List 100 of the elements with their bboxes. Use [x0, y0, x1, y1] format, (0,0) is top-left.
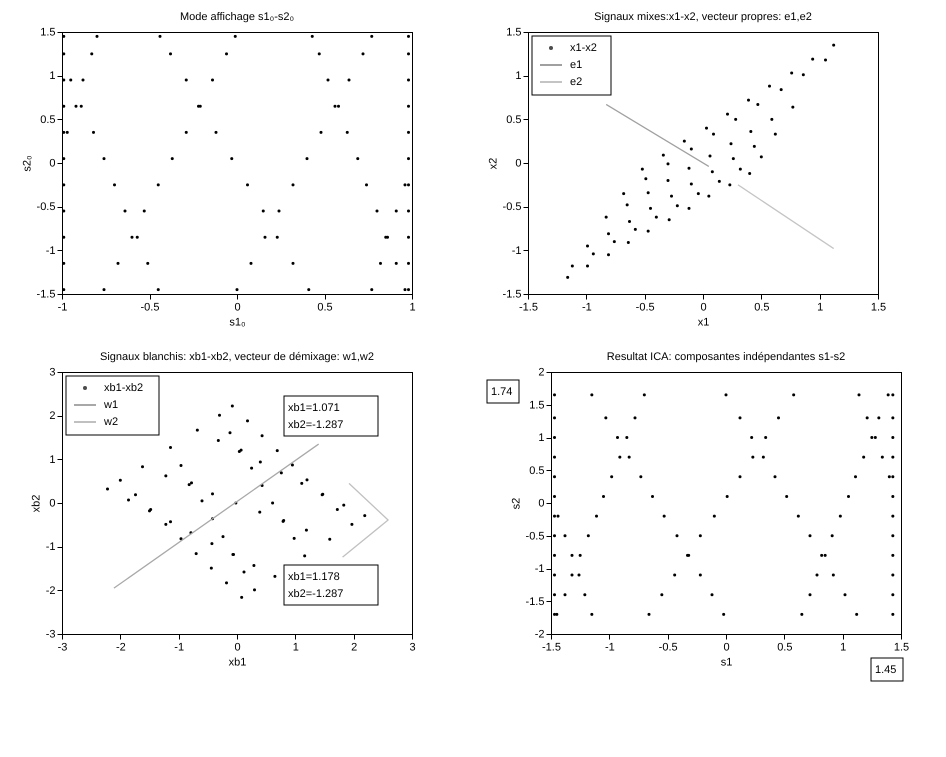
point — [728, 183, 732, 186]
x-tick-label: 1 — [817, 302, 824, 314]
x-tick-label: 0.5 — [754, 302, 770, 314]
y-tick-label: -1.5 — [526, 596, 544, 608]
point — [707, 194, 710, 198]
x-tick-label: -0.5 — [636, 302, 655, 314]
legend-label: w2 — [103, 416, 118, 428]
point — [824, 58, 827, 62]
point — [668, 218, 671, 222]
y-tick-label: 0 — [538, 498, 544, 510]
point — [747, 98, 750, 102]
y-tick-label: -1 — [512, 244, 522, 257]
point — [622, 192, 626, 196]
annotation: xb2=-1.287 — [288, 419, 344, 431]
point — [696, 192, 700, 196]
point — [811, 58, 814, 61]
y-tick-label: 1.5 — [40, 26, 56, 38]
x-tick-label: -0.5 — [140, 302, 160, 314]
point — [690, 148, 693, 151]
point — [708, 154, 712, 158]
point — [690, 182, 693, 186]
point — [760, 155, 763, 158]
point — [790, 72, 794, 75]
x-axis-title: xb1 — [228, 656, 246, 668]
point — [780, 88, 783, 92]
y-tick-label: 1 — [515, 70, 522, 82]
point — [752, 144, 756, 148]
y-tick-label: -1 — [534, 563, 544, 575]
y-tick-label: 1 — [538, 432, 544, 444]
y-tick-label: 1.5 — [506, 26, 522, 38]
point — [666, 178, 670, 182]
point — [832, 44, 836, 47]
x-tick-label: -1 — [604, 642, 615, 654]
point — [646, 191, 650, 194]
point — [734, 118, 738, 121]
point — [682, 140, 686, 143]
y-tick-label: 0 — [49, 498, 56, 510]
point — [768, 84, 771, 88]
point — [748, 172, 752, 175]
point — [705, 126, 708, 130]
y-tick-label: -1.5 — [502, 288, 522, 300]
point — [712, 132, 715, 136]
y-tick-label: 0 — [515, 158, 522, 170]
legend-label: e1 — [570, 59, 582, 71]
x-tick-label: 1 — [409, 302, 416, 314]
x-axis-title: s1 — [720, 656, 732, 668]
y-tick-label: 0.5 — [40, 114, 56, 126]
x-tick-label: 0.5 — [317, 302, 333, 314]
point — [628, 220, 631, 224]
y-tick-label: -0.5 — [36, 201, 56, 214]
point — [774, 132, 777, 136]
y-tick-label: 0.5 — [529, 464, 544, 477]
x-tick-label: 1.5 — [894, 642, 910, 654]
x-tick-label: -1 — [582, 302, 592, 314]
x-tick-label: -2 — [116, 642, 126, 654]
x-tick-label: 1.5 — [870, 302, 886, 314]
point — [570, 264, 574, 268]
annotation: xb1=1.071 — [288, 402, 340, 414]
y-axis-title: xb2 — [30, 494, 43, 512]
y-tick-label: -1 — [46, 541, 56, 554]
y-tick-label: -0.5 — [502, 201, 522, 214]
y-axis-title: s2 — [510, 498, 523, 510]
y-tick-label: 0.5 — [506, 114, 522, 126]
point — [666, 162, 670, 166]
x-tick-label: 0 — [700, 302, 707, 314]
x-tick-label: -1 — [58, 302, 68, 314]
y-tick-label: -0.5 — [526, 530, 544, 542]
point — [749, 130, 752, 134]
y-tick-label: -2 — [534, 628, 544, 640]
point — [738, 168, 742, 171]
x-tick-label: 0 — [234, 302, 241, 314]
x-tick-label: 1 — [292, 642, 299, 654]
point — [604, 216, 608, 219]
point — [718, 180, 721, 183]
annotation: xb2=-1.287 — [288, 588, 344, 600]
chart-title: Mode affichage s1₀-s2₀ — [180, 11, 294, 23]
chart-title: Signaux blanchis: xb1-xb2, vecteur de démixage: w1,w2 — [100, 351, 374, 363]
point — [640, 168, 644, 171]
y-tick-label: -1.5 — [36, 288, 56, 300]
point — [586, 264, 589, 268]
point — [732, 157, 735, 160]
legend-label: xb1-xb2 — [104, 382, 144, 394]
y-axis-title: x2 — [488, 158, 500, 170]
x-tick-label: 3 — [409, 642, 416, 654]
point — [566, 276, 570, 279]
x-tick-label: -0.5 — [658, 642, 678, 654]
x-tick-label: 0 — [723, 642, 730, 654]
y-tick-label: -2 — [46, 584, 56, 597]
x-axis-title: s1₀ — [229, 316, 246, 328]
y-tick-label: -3 — [46, 628, 56, 640]
y-tick-label: 0 — [49, 158, 56, 170]
x-tick-label: -1 — [174, 642, 184, 654]
point — [644, 177, 648, 180]
y-tick-label: 1 — [49, 70, 56, 82]
point — [654, 216, 658, 219]
y-tick-label: 2 — [538, 366, 544, 378]
point — [607, 232, 610, 236]
point — [634, 228, 637, 231]
point — [626, 240, 630, 244]
point — [791, 106, 794, 109]
